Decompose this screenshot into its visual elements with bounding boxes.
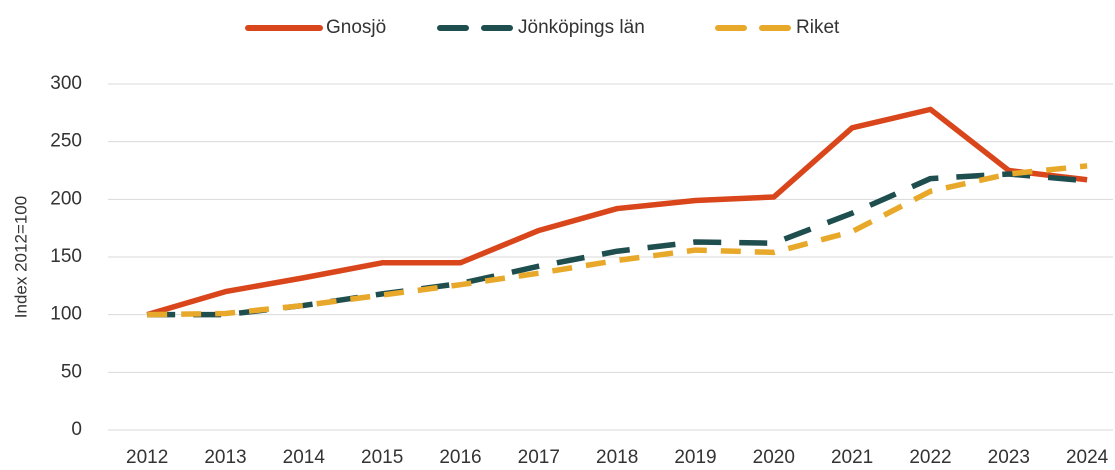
legend-label: Jönköpings län	[518, 17, 645, 38]
series-line	[146, 106, 1088, 318]
x-tick-label: 2015	[361, 447, 403, 468]
y-tick-label: 100	[50, 304, 82, 325]
x-tick-label: 2018	[596, 447, 638, 468]
x-tick-label: 2022	[909, 447, 951, 468]
legend-label: Gnosjö	[326, 17, 386, 38]
legend-label: Riket	[796, 17, 840, 38]
x-tick-label: 2023	[988, 447, 1030, 468]
x-tick-label: 2014	[283, 447, 326, 468]
y-axis-label: Index 2012=100	[11, 196, 30, 318]
series-line	[147, 171, 1088, 318]
y-tick-label: 150	[50, 246, 82, 267]
x-tick-label: 2017	[518, 447, 560, 468]
x-tick-label: 2013	[204, 447, 246, 468]
x-tick-label: 2012	[126, 447, 168, 468]
series-line	[147, 163, 1088, 318]
x-tick-label: 2024	[1066, 447, 1109, 468]
x-tick-label: 2021	[831, 447, 873, 468]
y-tick-label: 50	[61, 361, 82, 382]
y-tick-label: 250	[50, 131, 82, 152]
x-tick-label: 2020	[753, 447, 795, 468]
x-tick-label: 2016	[439, 447, 481, 468]
x-tick-label: 2019	[674, 447, 716, 468]
y-tick-label: 0	[71, 419, 82, 440]
y-tick-label: 200	[50, 188, 82, 209]
y-tick-label: 300	[50, 73, 82, 94]
